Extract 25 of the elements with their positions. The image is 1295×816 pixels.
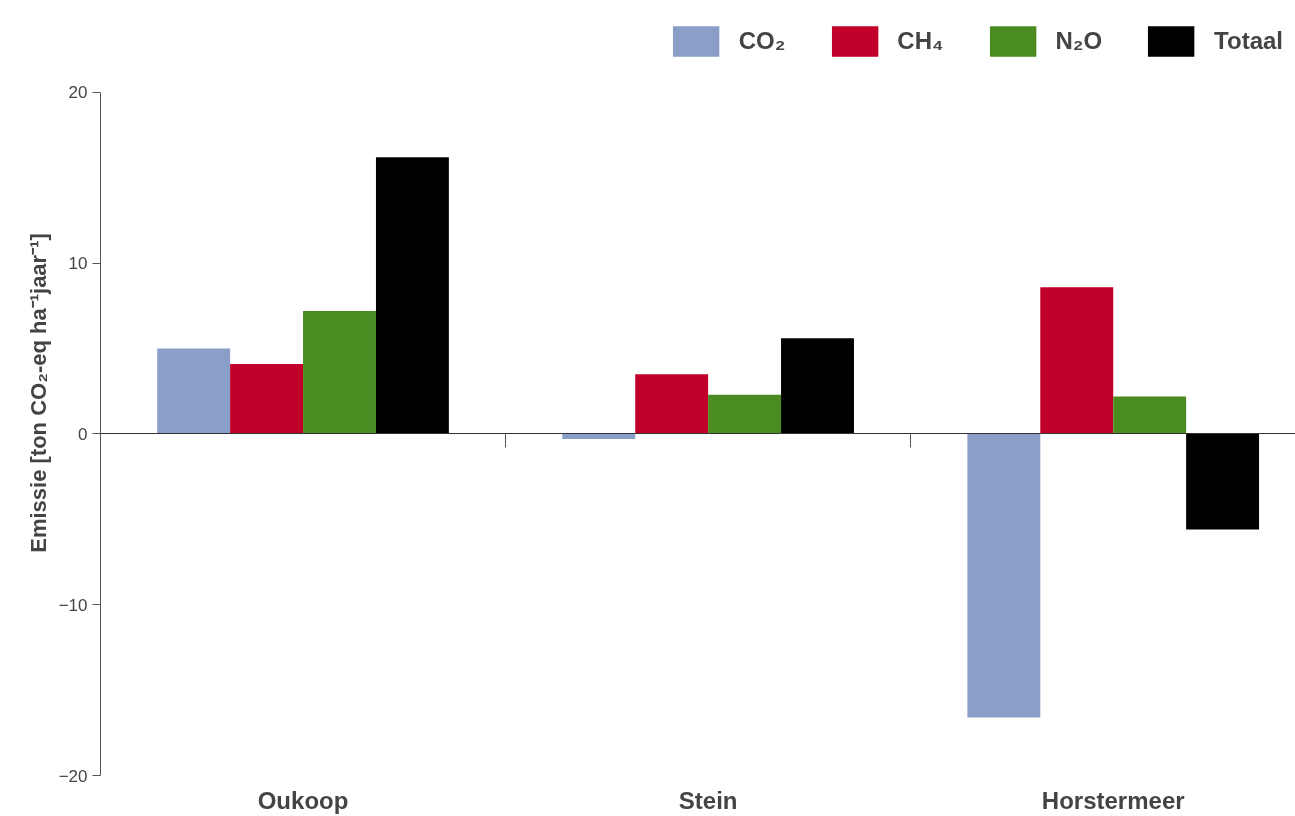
bar	[303, 311, 376, 434]
y-tick-label: −10	[58, 595, 88, 615]
bar	[1040, 287, 1114, 434]
bar	[635, 374, 709, 434]
x-tick-label: Oukoop	[257, 786, 349, 814]
x-tick-label: Stein	[678, 786, 738, 814]
bar	[230, 363, 304, 434]
bar	[967, 433, 1041, 718]
legend-label: N₂O	[1055, 26, 1103, 56]
legend-label: CH₄	[897, 26, 944, 56]
bar	[1113, 396, 1187, 434]
bar	[1186, 433, 1260, 530]
bar	[562, 433, 636, 440]
bar	[708, 394, 782, 434]
y-tick-label: −20	[58, 766, 88, 786]
bar	[157, 348, 231, 434]
y-tick-label: 0	[78, 424, 88, 444]
bar	[781, 338, 854, 434]
legend-label: Totaal	[1214, 26, 1283, 56]
legend-label: CO₂	[738, 26, 786, 56]
x-tick-label: Horstermeer	[1041, 786, 1185, 814]
bar	[375, 157, 449, 434]
y-tick-label: 10	[68, 254, 88, 274]
y-tick-label: 20	[68, 83, 88, 103]
y-axis-title: Emissie [ton CO₂-eq ha⁻¹jaar⁻¹]	[25, 233, 51, 553]
